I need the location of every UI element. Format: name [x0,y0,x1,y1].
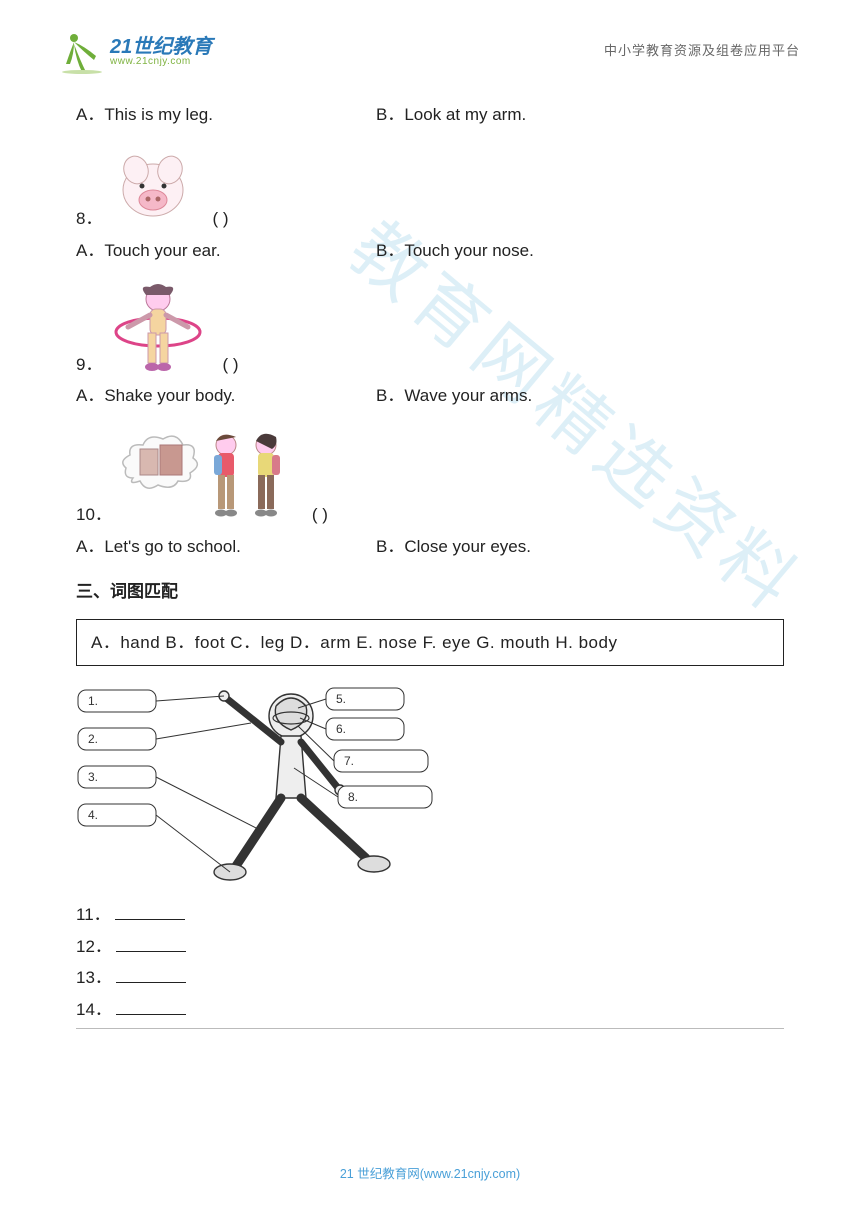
section-3-title: 三、词图匹配 [76,579,784,605]
svg-text:8.: 8. [348,790,358,804]
q9-paren: ( ) [222,352,238,378]
q8-option-b: B．Touch your nose. [376,238,534,264]
svg-text:7.: 7. [344,754,354,768]
page-footer: 21 世纪教育网(www.21cnjy.com) [0,1163,860,1182]
page-header: 21世纪教育 www.21cnjy.com 中小学教育资源及组卷应用平台 [0,0,860,82]
svg-text:4.: 4. [88,808,98,822]
question-10: 10． [76,423,784,560]
logo-sub-text: www.21cnjy.com [110,57,212,67]
q10-number: 10． [76,502,112,528]
q8-option-a: A．Touch your ear. [76,238,376,264]
q8-paren: ( ) [212,206,228,232]
svg-text:6.: 6. [336,722,346,736]
body-diagram: 1. 2. 3. 4. 5. 6. 7. [76,678,476,888]
q7-option-a: A．This is my leg. [76,102,376,128]
q10-option-b: B．Close your eyes. [376,534,531,560]
logo-main-text: 21世纪教育 [110,37,212,57]
blank-14: 14． [76,997,784,1023]
blank-13: 13． [76,965,784,991]
logo-figure-icon [60,30,104,74]
footer-divider [76,1028,784,1029]
svg-text:2.: 2. [88,732,98,746]
q8-image [108,142,198,232]
q9-option-b: B．Wave your arms. [376,383,532,409]
q7-options: A．This is my leg. B．Look at my arm. [76,102,784,128]
q10-option-a: A．Let's go to school. [76,534,376,560]
logo: 21世纪教育 www.21cnjy.com [60,30,212,74]
blank-11: 11． [76,902,784,928]
svg-text:5.: 5. [336,692,346,706]
svg-text:1.: 1. [88,694,98,708]
q9-number: 9． [76,352,102,378]
blank-12: 12． [76,934,784,960]
q8-number: 8． [76,206,102,232]
question-9: 9． ( ) A．Shake your body. B． [76,277,784,409]
main-content: A．This is my leg. B．Look at my arm. 8． (… [0,82,860,1022]
word-bank: A．hand B．foot C．leg D．arm E. nose F. eye… [76,619,784,667]
q10-paren: ( ) [312,502,328,528]
question-8: 8． ( ) A．Touch your ear. B．Touch your no… [76,142,784,264]
q9-image [108,277,208,377]
q10-image [118,423,298,528]
q7-option-b: B．Look at my arm. [376,102,526,128]
svg-text:3.: 3. [88,770,98,784]
q9-option-a: A．Shake your body. [76,383,376,409]
header-right-text: 中小学教育资源及组卷应用平台 [604,40,800,59]
